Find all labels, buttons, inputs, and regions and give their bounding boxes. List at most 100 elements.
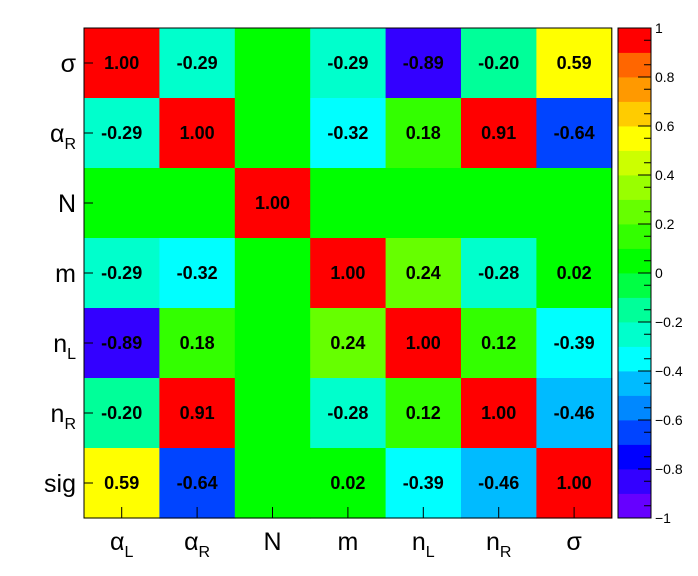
heatmap-cell-r1-c1 <box>159 98 236 169</box>
y-axis: σ αR Nm nL nR sig <box>44 50 93 498</box>
heatmap-cell-r5-c5 <box>461 378 537 449</box>
x-tick-label: αR <box>184 528 210 561</box>
cell-value-label: 0.02 <box>557 263 592 283</box>
heatmap-cell-r1-c0 <box>84 98 160 169</box>
cell-value-label: -0.29 <box>177 53 218 73</box>
y-tick-label: nL <box>53 330 76 363</box>
heatmap-cell-r6-c3 <box>310 448 387 519</box>
cell-value-label: 0.12 <box>406 403 441 423</box>
y-tick-label: m <box>55 260 76 288</box>
heatmap-cell-r2-c1 <box>159 168 236 239</box>
heatmap-cell-r0-c6 <box>536 28 613 99</box>
palette-tick-label: 0 <box>655 265 663 281</box>
heatmap-cell-r2-c5 <box>461 168 537 239</box>
heatmap-cell-r5-c2 <box>234 378 311 449</box>
heatmap-cell-r6-c0 <box>84 448 160 519</box>
cell-value-label: -0.39 <box>403 473 444 493</box>
cell-value-label: 1.00 <box>104 53 139 73</box>
heatmap-cell-r3-c0 <box>84 238 160 309</box>
heatmap-cell-r0-c5 <box>461 28 537 99</box>
x-tick-label: N <box>263 528 281 556</box>
cell-value-label: -0.64 <box>554 123 595 143</box>
palette-tick-label: 0.2 <box>655 216 675 232</box>
heatmap-cell-r1-c3 <box>310 98 387 169</box>
heatmap-cell-r0-c2 <box>234 28 311 99</box>
heatmap-cell-r5-c6 <box>536 378 613 449</box>
heatmap-cell-r0-c1 <box>159 28 236 99</box>
y-tick-label: N <box>58 190 76 218</box>
cell-value-label: 0.91 <box>180 403 215 423</box>
cell-value-label: 0.91 <box>481 123 516 143</box>
heatmap-cell-r3-c2 <box>234 238 311 309</box>
heatmap-cell-r2-c4 <box>385 168 462 239</box>
cell-value-label: 0.59 <box>557 53 592 73</box>
palette-tick-label: −0.8 <box>655 461 683 477</box>
heatmap-cell-r4-c5 <box>461 308 537 379</box>
heatmap-cell-r0-c0 <box>84 28 160 99</box>
cell-value-label: -0.32 <box>327 123 368 143</box>
palette-tick-label: 1 <box>655 20 663 36</box>
palette-tick-label: 0.4 <box>655 167 675 183</box>
y-tick-label: nR <box>51 400 76 433</box>
cell-value-label: 0.18 <box>406 123 441 143</box>
cell-value-label: -0.39 <box>554 333 595 353</box>
palette-tick-label: −0.6 <box>655 412 683 428</box>
heatmap-cell-r6-c1 <box>159 448 236 519</box>
x-tick-label: nR <box>486 528 511 561</box>
heatmap-cell-r2-c3 <box>310 168 387 239</box>
cell-value-label: 1.00 <box>330 263 365 283</box>
cell-value-label: 1.00 <box>557 473 592 493</box>
cell-value-label: -0.89 <box>403 53 444 73</box>
heatmap-cell-r5-c3 <box>310 378 387 449</box>
heatmap-cell-r3-c3 <box>310 238 387 309</box>
x-tick-label: nL <box>412 528 435 561</box>
heatmap-cell-r6-c2 <box>234 448 311 519</box>
cell-value-label: -0.20 <box>478 53 519 73</box>
cell-value-label: -0.29 <box>327 53 368 73</box>
heatmap-cell-r5-c0 <box>84 378 160 449</box>
x-tick-label: αL <box>110 528 133 561</box>
cell-value-label: 1.00 <box>481 403 516 423</box>
heatmap-cells <box>84 28 613 519</box>
heatmap-cell-r1-c5 <box>461 98 537 169</box>
palette-tick-label: −0.2 <box>655 314 683 330</box>
palette-tick-label: 0.8 <box>655 69 675 85</box>
palette-tick-label: 0.6 <box>655 118 675 134</box>
cell-value-label: 0.24 <box>406 263 441 283</box>
cell-value-label: 0.02 <box>330 473 365 493</box>
heatmap-cell-r2-c0 <box>84 168 160 239</box>
cell-value-label: -0.28 <box>478 263 519 283</box>
cell-value-label: 0.59 <box>104 473 139 493</box>
cell-value-label: -0.29 <box>101 263 142 283</box>
heatmap-cell-r4-c2 <box>234 308 311 379</box>
heatmap-cell-r5-c4 <box>385 378 462 449</box>
x-tick-label: σ <box>566 528 582 556</box>
y-tick-label: σ <box>61 50 77 78</box>
cell-value-label: -0.29 <box>101 123 142 143</box>
heatmap-cell-r4-c6 <box>536 308 613 379</box>
palette-tick-label: −1 <box>655 510 671 526</box>
cell-value-label: -0.28 <box>327 403 368 423</box>
heatmap-cell-r0-c4 <box>385 28 462 99</box>
cell-value-label: -0.89 <box>101 333 142 353</box>
heatmap-cell-r6-c4 <box>385 448 462 519</box>
y-tick-label: sig <box>44 470 76 498</box>
heatmap-cell-labels: 1.00 -0.29 -0.29 -0.89 -0.20 0.59 -0.29 1.00 -0.… <box>101 53 594 493</box>
cell-value-label: -0.32 <box>177 263 218 283</box>
heatmap-cell-r6-c5 <box>461 448 537 519</box>
heatmap-cell-r1-c4 <box>385 98 462 169</box>
heatmap-cell-r4-c0 <box>84 308 160 379</box>
palette-tick-label: −0.4 <box>655 363 683 379</box>
cell-value-label: -0.46 <box>554 403 595 423</box>
heatmap-cell-r2-c2 <box>234 168 311 239</box>
heatmap-cell-r3-c4 <box>385 238 462 309</box>
heatmap-cell-r4-c4 <box>385 308 462 379</box>
heatmap-cell-r3-c1 <box>159 238 236 309</box>
heatmap-cell-r1-c6 <box>536 98 613 169</box>
cell-value-label: 1.00 <box>180 123 215 143</box>
cell-value-label: 0.12 <box>481 333 516 353</box>
cell-value-label: 1.00 <box>255 193 290 213</box>
color-palette-axis: 1 0.8 0.6 0.4 0.2 0 −0.2 −0.4 −0.6 −0.8 −1 <box>638 20 683 526</box>
